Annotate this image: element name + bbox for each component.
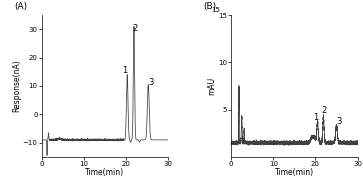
Text: 3: 3: [148, 77, 154, 87]
Text: 1: 1: [313, 113, 318, 122]
Text: 15: 15: [211, 7, 220, 13]
Text: 2: 2: [321, 106, 326, 115]
Y-axis label: Response(nA): Response(nA): [12, 60, 21, 112]
Text: 3: 3: [336, 117, 341, 126]
Text: 2: 2: [132, 24, 138, 33]
X-axis label: Time(min): Time(min): [85, 168, 125, 177]
Y-axis label: mAU: mAU: [208, 77, 217, 95]
Text: 1: 1: [122, 66, 127, 75]
X-axis label: Time(min): Time(min): [275, 168, 314, 177]
Text: (B): (B): [203, 2, 217, 12]
Text: (A): (A): [14, 2, 27, 12]
